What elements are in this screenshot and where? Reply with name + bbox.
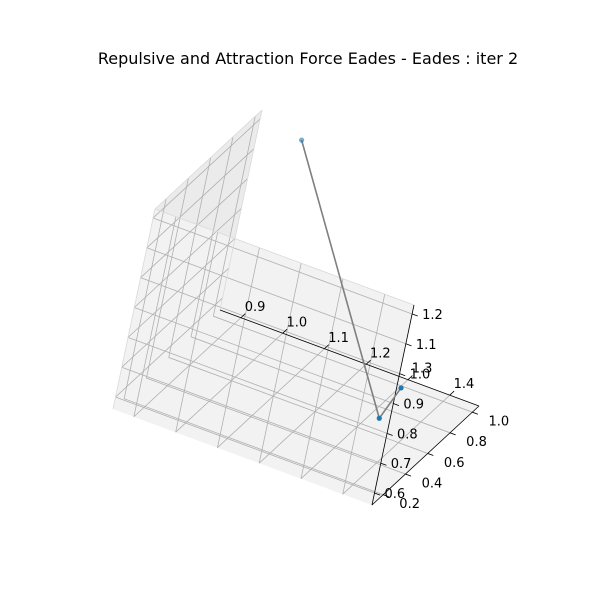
grid-line-z-back <box>134 307 394 404</box>
y-tick-label: 1.0 <box>488 415 509 430</box>
back-wall-pane <box>113 209 414 505</box>
grid-line-x-wall <box>258 263 302 464</box>
z-tick-label: 1.1 <box>416 338 437 353</box>
grid-line-y-wall <box>123 198 167 399</box>
chart-title: Repulsive and Attraction Force Eades - E… <box>98 49 518 68</box>
grid-line-x-wall <box>175 232 219 433</box>
y-axis-line <box>371 405 480 506</box>
graph-node <box>299 137 305 143</box>
grid-line-z-left <box>140 178 248 278</box>
y-tick <box>449 432 456 436</box>
grid-line-z-back <box>152 217 413 315</box>
x-tick-label: 1.0 <box>286 315 307 330</box>
grid-line-x-wall <box>217 247 260 448</box>
grid-line-y-wall <box>190 136 234 337</box>
grid-line-y-floor <box>213 315 473 413</box>
grid-line-y-wall <box>168 157 212 358</box>
grid-line-z-back <box>146 247 406 345</box>
axis-lines <box>112 109 480 506</box>
x-tick-label: 1.1 <box>328 331 349 346</box>
y-tick <box>405 473 412 477</box>
axis-panes <box>113 110 479 505</box>
y-tick-label: 0.2 <box>399 497 420 512</box>
pane-edge <box>219 109 263 311</box>
grid-line-z-back <box>121 366 381 464</box>
z-tick <box>411 313 418 317</box>
x-tick-label: 1.2 <box>370 346 391 361</box>
grid-line-x-floor <box>133 317 242 418</box>
y-tick-label: 0.8 <box>466 435 487 450</box>
z-tick <box>374 492 381 496</box>
x-tick <box>240 313 246 319</box>
grid-line-y-floor <box>190 336 451 434</box>
x-tick-label: 0.9 <box>245 300 266 315</box>
z-tick <box>399 373 406 377</box>
grid-line-y-wall <box>212 116 256 317</box>
grid-line-x-floor <box>342 394 451 495</box>
z-axis-line <box>371 304 415 506</box>
z-tick-label: 1.2 <box>422 308 443 323</box>
grid-line-x-floor <box>217 348 325 449</box>
y-tick <box>427 453 434 456</box>
grid-line-z-back <box>140 277 400 375</box>
z-tick <box>386 432 393 436</box>
graph-edge <box>378 387 402 419</box>
x-tick <box>282 328 288 334</box>
graph-edges <box>300 139 402 419</box>
x-tick <box>324 344 330 350</box>
grid-line-z-back <box>115 396 375 494</box>
pane-edge <box>112 208 156 410</box>
x-axis-line <box>219 309 480 407</box>
grid-line-x-wall <box>300 278 344 479</box>
grid-lines <box>115 116 473 496</box>
grid-line-y-floor <box>124 398 384 496</box>
graph-edge <box>300 139 381 419</box>
x-tick <box>449 390 455 396</box>
x-tick-label: 1.3 <box>412 362 433 377</box>
grid-line-x-floor <box>300 379 409 479</box>
tick-marks <box>240 313 479 498</box>
x-tick <box>365 359 371 365</box>
z-tick-label: 0.7 <box>391 457 412 472</box>
z-tick-label: 0.6 <box>385 487 406 502</box>
y-tick-label: 0.4 <box>422 476 443 491</box>
grid-line-z-left <box>134 208 242 308</box>
grid-line-y-wall <box>146 177 189 379</box>
grid-line-z-left <box>121 267 230 368</box>
grid-line-x-floor <box>258 363 367 464</box>
graph-nodes <box>299 137 404 421</box>
graph-node <box>376 415 382 421</box>
grid-line-z-left <box>127 238 236 338</box>
grid-line-z-left <box>152 118 261 219</box>
y-tick <box>472 411 479 415</box>
grid-line-z-back <box>127 336 388 434</box>
z-tick-label: 0.9 <box>403 398 424 413</box>
x-tick <box>407 375 413 380</box>
x-tick-label: 1.4 <box>454 377 475 392</box>
z-tick <box>393 403 400 406</box>
grid-line-z-left <box>115 297 223 398</box>
graph-node <box>398 385 404 391</box>
y-tick-label: 0.6 <box>444 456 465 471</box>
pane-edge <box>154 208 415 306</box>
grid-line-z-left <box>146 148 255 249</box>
tick-labels: 0.91.01.11.21.31.40.20.40.60.81.00.60.70… <box>245 300 509 512</box>
y-tick <box>383 494 389 498</box>
z-tick <box>380 462 387 466</box>
grid-line-x-floor <box>175 332 283 433</box>
grid-line-x-wall <box>133 216 177 417</box>
grid-line-y-floor <box>168 357 428 454</box>
pane-edge <box>154 109 263 210</box>
grid-line-y-floor <box>146 377 406 475</box>
z-tick-label: 0.8 <box>397 427 418 442</box>
z-tick <box>405 343 412 347</box>
z-tick-label: 1.0 <box>410 368 431 383</box>
grid-line-x-wall <box>342 294 386 495</box>
